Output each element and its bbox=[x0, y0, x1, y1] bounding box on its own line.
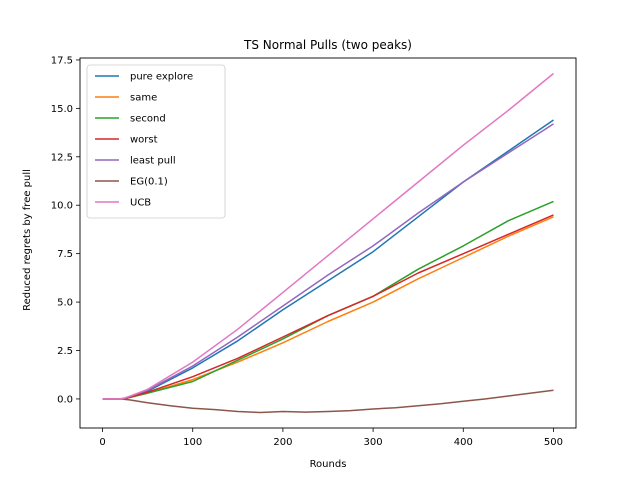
x-axis-label: Rounds bbox=[310, 459, 347, 470]
x-tick-label: 0 bbox=[99, 437, 105, 448]
y-axis-label: Reduced regrets by free pull bbox=[22, 169, 33, 311]
legend-label: same bbox=[130, 93, 157, 104]
legend-label: pure explore bbox=[130, 72, 193, 83]
y-tick-label: 5.0 bbox=[57, 298, 73, 309]
x-tick-label: 500 bbox=[544, 437, 563, 448]
y-tick-label: 12.5 bbox=[51, 152, 73, 163]
y-tick-label: 17.5 bbox=[51, 55, 73, 66]
y-tick-label: 0.0 bbox=[57, 394, 73, 405]
plot-area bbox=[102, 72, 554, 414]
x-tick-label: 100 bbox=[183, 437, 202, 448]
legend-label: second bbox=[130, 114, 166, 125]
legend-label: worst bbox=[130, 135, 158, 146]
y-tick-label: 7.5 bbox=[57, 249, 73, 260]
chart-title: TS Normal Pulls (two peaks) bbox=[243, 38, 412, 52]
x-axis: 0 100 200 300 400 500 bbox=[99, 428, 563, 448]
plot-frame bbox=[79, 57, 577, 429]
y-tick-label: 2.5 bbox=[57, 346, 73, 357]
y-axis: 0.0 2.5 5.0 7.5 10.0 12.5 15.0 17.5 bbox=[51, 55, 80, 405]
y-tick-label: 15.0 bbox=[51, 104, 73, 115]
legend-label: UCB bbox=[130, 198, 151, 209]
series-line-6 bbox=[102, 72, 554, 400]
series-line-5 bbox=[102, 389, 554, 414]
x-tick-label: 400 bbox=[454, 437, 473, 448]
legend-label: least pull bbox=[130, 156, 176, 167]
legend-box bbox=[86, 64, 226, 219]
x-tick-label: 200 bbox=[273, 437, 292, 448]
y-tick-label: 10.0 bbox=[51, 201, 73, 212]
legend: pure explore same second worst least pull EG(… bbox=[86, 64, 226, 219]
legend-label: EG(0.1) bbox=[130, 177, 168, 188]
x-tick-label: 300 bbox=[364, 437, 383, 448]
